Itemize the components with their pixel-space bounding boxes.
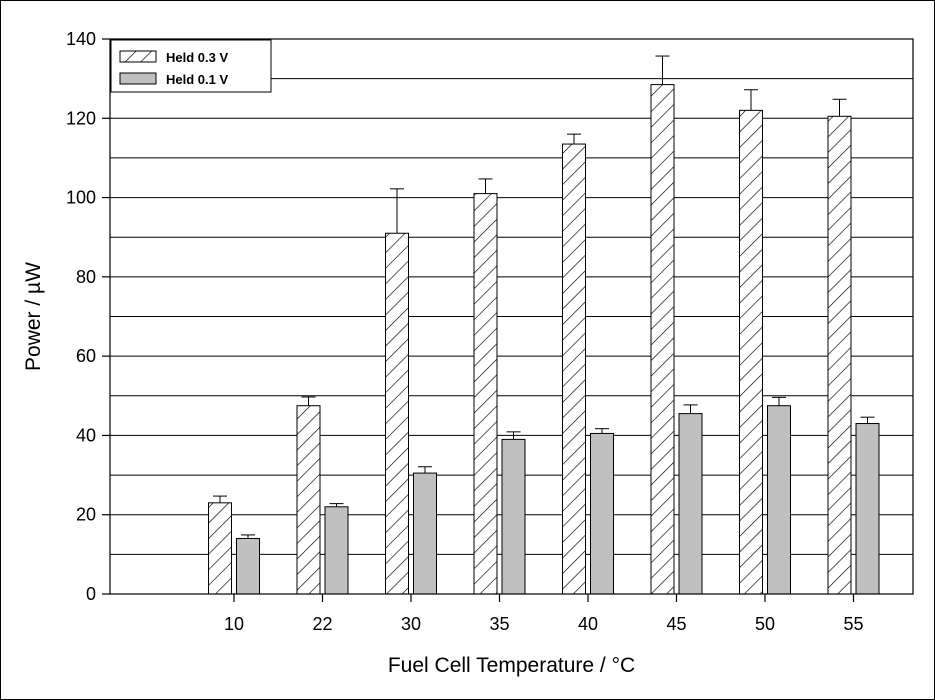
y-tick-label: 80 <box>76 267 96 287</box>
x-tick-label: 50 <box>755 614 775 634</box>
error-bars-group <box>213 55 875 539</box>
y-axis-title: Power / µW <box>22 262 45 371</box>
bar-held-0.1v-45 <box>678 413 703 595</box>
bar-held-0.1v-35 <box>501 438 526 595</box>
bars-group <box>208 84 880 595</box>
y-tick-label: 40 <box>76 425 96 445</box>
bar-held-0.1v-30 <box>413 472 437 595</box>
x-axis: 10 22 30 35 40 45 50 55 <box>224 594 864 634</box>
bar-held-0.3v-45 <box>650 84 675 595</box>
bar-held-0.3v-10 <box>208 502 232 595</box>
legend: Held 0.3 V Held 0.1 V <box>110 39 272 93</box>
y-tick-label: 100 <box>66 188 96 208</box>
bar-held-0.1v-22 <box>324 506 349 595</box>
x-axis-title: Fuel Cell Temperature / °C <box>388 654 635 677</box>
bar-held-0.3v-50 <box>739 109 763 595</box>
bar-held-0.3v-22 <box>296 405 321 595</box>
x-tick-label: 40 <box>578 614 598 634</box>
bar-held-0.1v-40 <box>590 432 614 595</box>
y-tick-label: 140 <box>66 29 96 49</box>
bar-held-0.1v-50 <box>767 405 791 595</box>
legend-label-held-0.1v: Held 0.1 V <box>166 72 228 87</box>
legend-label-held-0.3v: Held 0.3 V <box>166 50 228 65</box>
x-tick-label: 10 <box>224 614 244 634</box>
x-tick-label: 55 <box>843 614 863 634</box>
y-tick-label: 0 <box>86 584 96 604</box>
x-tick-label: 35 <box>489 614 509 634</box>
legend-swatch-held-0.1v <box>119 72 157 85</box>
x-tick-label: 45 <box>666 614 686 634</box>
y-tick-label: 120 <box>66 108 96 128</box>
bar-held-0.3v-55 <box>827 115 852 595</box>
legend-box <box>110 39 272 93</box>
y-tick-label: 60 <box>76 346 96 366</box>
x-tick-label: 22 <box>312 614 332 634</box>
bar-held-0.3v-35 <box>473 193 498 595</box>
y-tick-label: 20 <box>76 505 96 525</box>
bar-held-0.1v-10 <box>236 538 260 595</box>
bar-held-0.3v-40 <box>562 143 586 595</box>
legend-swatch-held-0.3v <box>119 50 157 63</box>
plot-area-border <box>109 38 914 595</box>
x-tick-label: 30 <box>401 614 421 634</box>
y-axis: 0 20 40 60 80 100 120 140 <box>66 29 110 604</box>
bar-held-0.3v-30 <box>385 232 409 595</box>
bar-held-0.1v-55 <box>855 423 880 595</box>
